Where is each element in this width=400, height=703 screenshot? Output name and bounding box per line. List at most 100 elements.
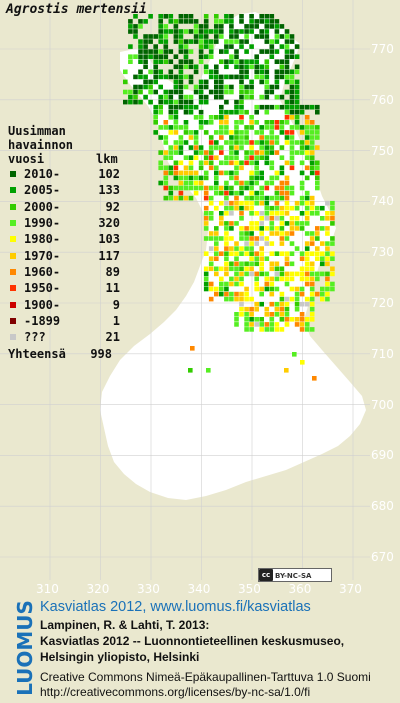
observation-cell bbox=[264, 160, 270, 166]
observation-cell bbox=[299, 301, 305, 307]
observation-cell bbox=[173, 150, 179, 155]
observation-cell bbox=[239, 200, 244, 206]
observation-cell bbox=[138, 84, 143, 90]
observation-cell bbox=[168, 104, 174, 110]
observation-cell bbox=[244, 29, 249, 34]
observation-cell bbox=[249, 145, 254, 150]
observation-cell bbox=[264, 236, 270, 241]
observation-cell bbox=[289, 39, 295, 44]
observation-cell bbox=[178, 145, 184, 150]
luomus-logo: LUOMUS bbox=[13, 600, 37, 696]
observation-cell bbox=[274, 84, 280, 90]
observation-cell bbox=[219, 24, 224, 29]
legend-total-count: 998 bbox=[90, 347, 112, 362]
observation-cell bbox=[234, 261, 239, 267]
observation-cell bbox=[203, 216, 209, 221]
observation-cell bbox=[193, 130, 199, 135]
observation-cell bbox=[234, 29, 239, 34]
observation-cell bbox=[173, 120, 179, 125]
observation-cell bbox=[214, 34, 219, 39]
observation-cell bbox=[264, 145, 270, 150]
observation-cell bbox=[153, 115, 158, 120]
observation-cell bbox=[214, 246, 219, 251]
observation-cell bbox=[294, 140, 300, 145]
observation-cell bbox=[234, 150, 239, 155]
legend-count: 92 bbox=[105, 199, 120, 214]
observation-cell bbox=[168, 130, 174, 135]
observation-cell bbox=[234, 104, 239, 110]
observation-cell bbox=[315, 236, 320, 241]
observation-cell bbox=[239, 84, 244, 90]
observation-cell bbox=[208, 49, 214, 54]
observation-cell bbox=[279, 74, 285, 80]
observation-cell bbox=[289, 125, 295, 130]
observation-cell bbox=[244, 266, 249, 272]
observation-cell bbox=[208, 216, 214, 221]
observation-cell bbox=[193, 69, 199, 75]
observation-cell bbox=[315, 125, 320, 130]
observation-cell bbox=[203, 226, 209, 231]
observation-cell bbox=[330, 266, 335, 272]
observation-cell bbox=[173, 160, 179, 166]
observation-cell bbox=[219, 120, 224, 125]
footer-license-url[interactable]: http://creativecommons.org/licenses/by-n… bbox=[40, 685, 311, 699]
observation-cell bbox=[299, 322, 305, 327]
observation-cell bbox=[219, 145, 224, 150]
observation-cell bbox=[214, 180, 219, 186]
observation-cell bbox=[284, 180, 290, 186]
observation-cell bbox=[239, 115, 244, 120]
observation-cell bbox=[284, 306, 290, 312]
observation-cell bbox=[269, 165, 275, 171]
observation-cell bbox=[254, 301, 259, 307]
legend-row: 1950- 11 bbox=[8, 280, 120, 296]
observation-cell bbox=[284, 104, 290, 110]
observation-cell bbox=[239, 276, 244, 282]
observation-cell bbox=[284, 140, 290, 145]
observation-cell bbox=[214, 29, 219, 34]
observation-cell bbox=[128, 44, 133, 49]
observation-cell bbox=[269, 276, 275, 282]
observation-cell bbox=[274, 271, 280, 277]
observation-cell bbox=[264, 150, 270, 155]
observation-cell bbox=[244, 69, 249, 75]
observation-cell bbox=[198, 160, 204, 166]
observation-cell bbox=[163, 120, 169, 125]
observation-cell bbox=[259, 104, 264, 110]
footer-link-line[interactable]: Kasviatlas 2012, www.luomus.fi/kasviatla… bbox=[40, 599, 311, 615]
observation-cell bbox=[168, 145, 174, 150]
observation-cell bbox=[259, 190, 264, 196]
observation-cell bbox=[284, 195, 290, 201]
observation-cell bbox=[208, 140, 214, 145]
observation-cell bbox=[198, 44, 204, 49]
observation-cell bbox=[244, 64, 249, 70]
observation-cell bbox=[208, 261, 214, 267]
observation-cell bbox=[208, 160, 214, 166]
observation-cell bbox=[219, 29, 224, 34]
observation-cell bbox=[279, 120, 285, 125]
observation-cell bbox=[304, 246, 310, 251]
observation-cell bbox=[173, 29, 179, 34]
observation-cell bbox=[229, 34, 234, 39]
observation-cell bbox=[254, 64, 259, 70]
observation-cell bbox=[259, 286, 264, 292]
observation-cell bbox=[244, 205, 249, 211]
observation-cell bbox=[299, 327, 305, 332]
observation-cell bbox=[239, 74, 244, 80]
observation-cell bbox=[224, 120, 229, 125]
observation-cell bbox=[259, 74, 264, 80]
observation-cell bbox=[219, 125, 224, 130]
observation-cell bbox=[193, 155, 199, 160]
observation-cell bbox=[289, 49, 295, 54]
observation-cell bbox=[309, 291, 315, 297]
observation-cell bbox=[269, 322, 275, 327]
observation-cell bbox=[274, 286, 280, 292]
observation-cell bbox=[320, 241, 325, 246]
observation-cell bbox=[279, 195, 285, 201]
observation-cell bbox=[229, 170, 234, 176]
observation-cell bbox=[229, 221, 234, 226]
license-badge[interactable]: cc BY-NC-SA bbox=[258, 568, 332, 582]
observation-cell bbox=[294, 94, 300, 100]
observation-cell bbox=[269, 145, 275, 150]
observation-cell bbox=[249, 317, 254, 322]
observation-cell bbox=[178, 190, 184, 196]
